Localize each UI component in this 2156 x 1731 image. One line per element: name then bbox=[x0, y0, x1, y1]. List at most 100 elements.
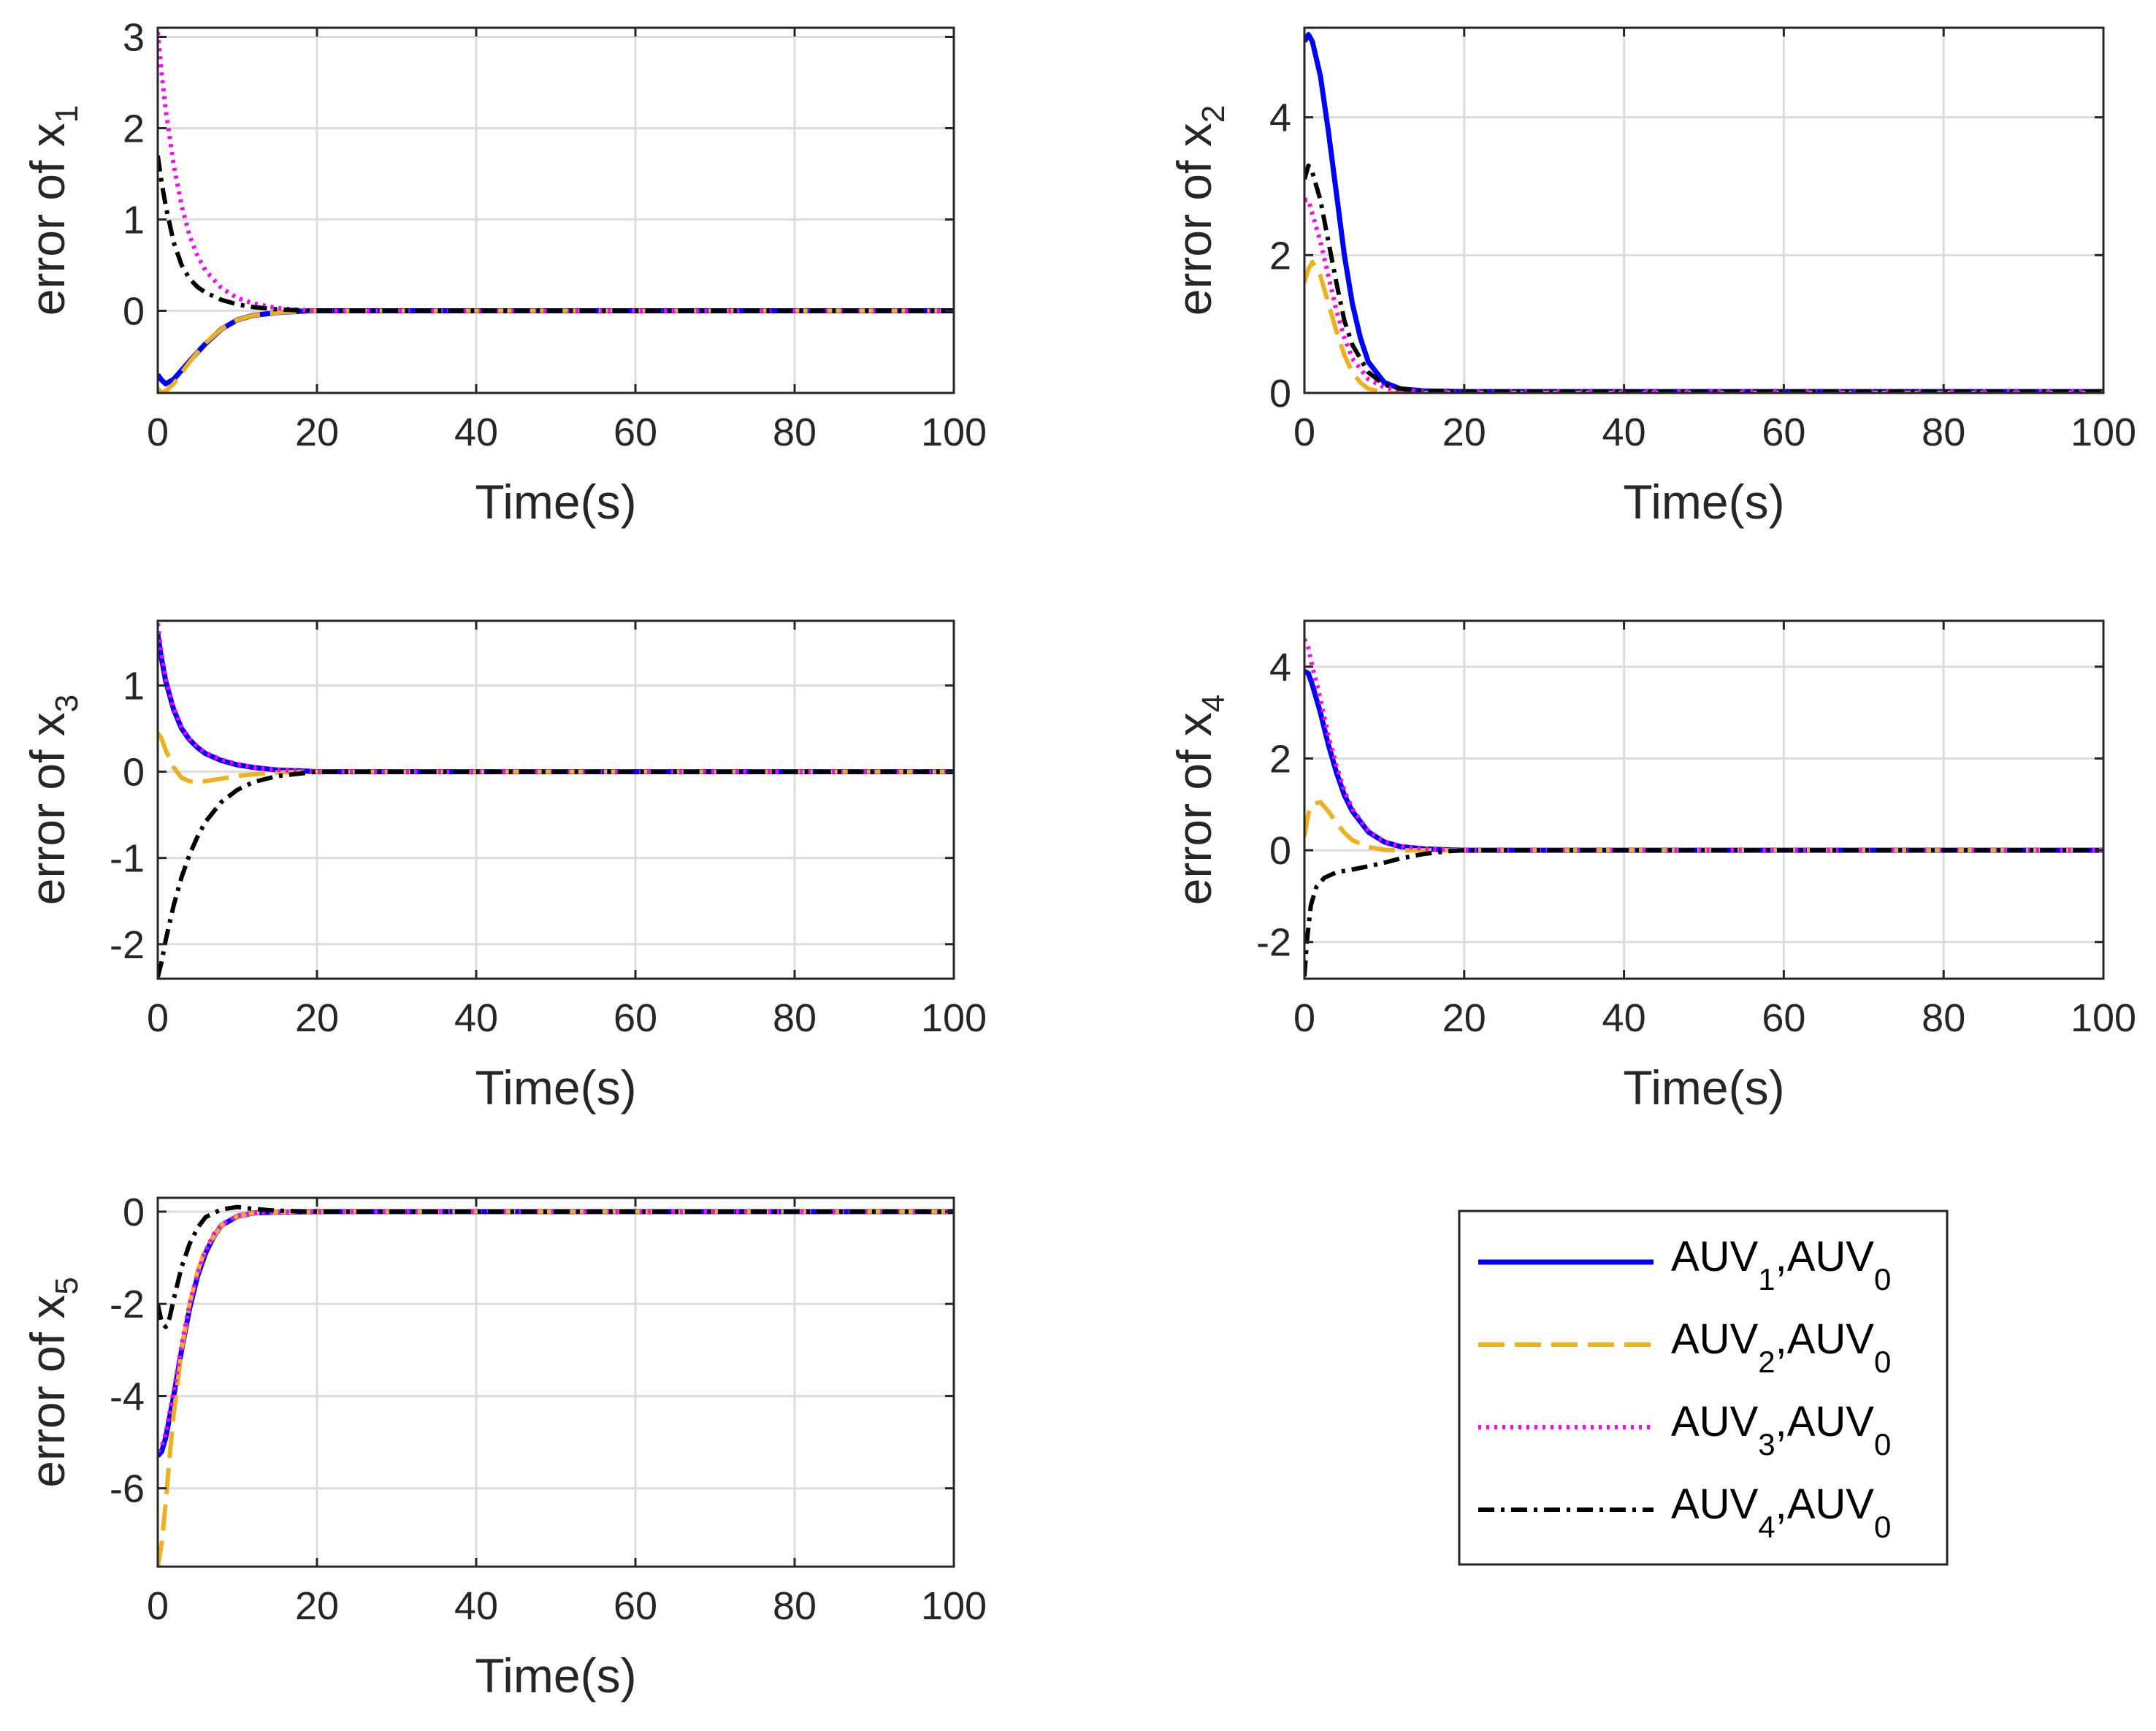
y-tick-label: -2 bbox=[110, 923, 145, 967]
series-line-2 bbox=[1304, 800, 2103, 853]
legend-label-2: AUV2,AUV0 bbox=[1671, 1315, 1891, 1379]
y-tick-label: 2 bbox=[123, 107, 145, 151]
x-tick-label: 40 bbox=[1602, 410, 1646, 454]
x-axis-label: Time(s) bbox=[475, 1061, 636, 1115]
y-tick-label: 2 bbox=[1269, 737, 1291, 781]
y-axis-label-main: error of x bbox=[1167, 712, 1221, 905]
x-tick-label: 100 bbox=[921, 1584, 987, 1628]
y-axis-label-main: error of x bbox=[20, 123, 74, 316]
y-tick-label: 2 bbox=[1269, 234, 1291, 278]
x-tick-label: 20 bbox=[1442, 996, 1486, 1040]
legend: AUV1,AUV0 AUV2,AUV0 AUV3,AUV0 AUV4,AUV0 bbox=[1458, 1210, 1949, 1566]
y-tick-label: 0 bbox=[1269, 372, 1291, 416]
y-axis-label: error of x4 bbox=[1167, 695, 1231, 906]
x-tick-label: 0 bbox=[1293, 410, 1315, 454]
y-axis-label-main: error of x bbox=[20, 712, 74, 905]
y-axis-label-sub: 2 bbox=[1196, 105, 1231, 123]
y-tick-label: -6 bbox=[110, 1467, 145, 1511]
x-tick-label: 20 bbox=[295, 996, 339, 1040]
y-tick-label: -2 bbox=[110, 1283, 145, 1326]
y-axis-label-main: error of x bbox=[20, 1295, 74, 1488]
x-tick-label: 80 bbox=[773, 410, 817, 454]
y-tick-label: 0 bbox=[123, 290, 145, 334]
x-tick-label: 80 bbox=[773, 996, 817, 1040]
y-tick-label: 1 bbox=[123, 665, 145, 708]
y-tick-label: 4 bbox=[1269, 646, 1291, 689]
y-tick-label: 1 bbox=[123, 199, 145, 242]
x-tick-label: 100 bbox=[2071, 996, 2136, 1040]
series-line-3 bbox=[158, 32, 954, 313]
axes-box bbox=[156, 26, 955, 394]
y-axis-label-sub: 3 bbox=[49, 695, 85, 712]
x-tick-label: 60 bbox=[1762, 996, 1805, 1040]
x-axis-label: Time(s) bbox=[475, 1648, 636, 1703]
y-tick-label: -1 bbox=[110, 837, 145, 881]
axes-box bbox=[156, 1196, 955, 1568]
y-axis-label: error of x5 bbox=[20, 1277, 85, 1488]
y-axis-label-sub: 1 bbox=[49, 105, 85, 123]
x-tick-label: 60 bbox=[613, 410, 657, 454]
legend-label-3: AUV3,AUV0 bbox=[1671, 1398, 1891, 1461]
y-tick-label: -4 bbox=[110, 1375, 145, 1418]
x-tick-label: 60 bbox=[613, 1584, 657, 1628]
y-tick-label: 3 bbox=[123, 16, 145, 60]
x-tick-label: 60 bbox=[1762, 410, 1805, 454]
x-tick-label: 20 bbox=[295, 410, 339, 454]
x-axis-label: Time(s) bbox=[475, 475, 636, 529]
series-line-4 bbox=[158, 769, 954, 978]
x-tick-label: 20 bbox=[1442, 410, 1486, 454]
x-tick-label: 100 bbox=[921, 410, 987, 454]
series-line-4 bbox=[158, 1204, 954, 1329]
x-tick-label: 80 bbox=[773, 1584, 817, 1628]
series-line-4 bbox=[1304, 848, 2103, 977]
x-axis-label: Time(s) bbox=[1623, 475, 1784, 529]
subplot-5: 0 20 40 60 80 100 -6 -4 -2 0 Time(s) error of x5 bbox=[20, 1191, 987, 1703]
series-line-4 bbox=[158, 155, 954, 313]
series-line-3 bbox=[158, 623, 954, 774]
y-axis-label: error of x2 bbox=[1167, 105, 1231, 316]
x-tick-label: 40 bbox=[454, 996, 498, 1040]
legend-label-4: AUV4,AUV0 bbox=[1671, 1480, 1891, 1544]
axes-box bbox=[1303, 619, 2105, 980]
y-tick-label: 0 bbox=[1269, 829, 1291, 873]
series-line-3 bbox=[158, 1209, 954, 1453]
y-tick-label: -2 bbox=[1256, 921, 1291, 965]
x-tick-label: 40 bbox=[454, 410, 498, 454]
y-tick-label: 0 bbox=[123, 1191, 145, 1234]
x-tick-label: 40 bbox=[454, 1584, 498, 1628]
subplot-3: 0 20 40 60 80 100 -2 -1 0 1 Time(s) error of x3 bbox=[20, 619, 987, 1115]
series-line-1 bbox=[1304, 31, 2103, 393]
series-line-3 bbox=[1304, 638, 2103, 853]
y-axis-label-main: error of x bbox=[1167, 123, 1221, 316]
x-tick-label: 100 bbox=[2071, 410, 2136, 454]
x-tick-label: 100 bbox=[921, 996, 987, 1040]
x-tick-label: 20 bbox=[295, 1584, 339, 1628]
x-tick-label: 40 bbox=[1602, 996, 1646, 1040]
x-tick-label: 0 bbox=[1293, 996, 1315, 1040]
legend-label-1: AUV1,AUV0 bbox=[1671, 1233, 1891, 1296]
axes-box bbox=[156, 619, 955, 980]
x-tick-label: 80 bbox=[1922, 996, 1965, 1040]
y-tick-label: 0 bbox=[123, 751, 145, 795]
axes-box bbox=[1303, 26, 2105, 394]
y-axis-label-sub: 5 bbox=[49, 1277, 85, 1294]
y-axis-label: error of x1 bbox=[20, 105, 85, 316]
series-line-2 bbox=[1304, 259, 2103, 393]
x-tick-label: 0 bbox=[147, 1584, 169, 1628]
series-line-2 bbox=[158, 731, 954, 784]
y-axis-label-sub: 4 bbox=[1196, 695, 1231, 712]
y-tick-label: 4 bbox=[1269, 96, 1291, 140]
y-axis-label: error of x3 bbox=[20, 695, 85, 906]
x-tick-label: 80 bbox=[1922, 410, 1965, 454]
x-tick-label: 0 bbox=[147, 996, 169, 1040]
x-axis-label: Time(s) bbox=[1623, 1061, 1784, 1115]
x-tick-label: 0 bbox=[147, 410, 169, 454]
x-tick-label: 60 bbox=[613, 996, 657, 1040]
legend-box bbox=[1458, 1210, 1949, 1566]
series-line-4 bbox=[1304, 163, 2103, 393]
